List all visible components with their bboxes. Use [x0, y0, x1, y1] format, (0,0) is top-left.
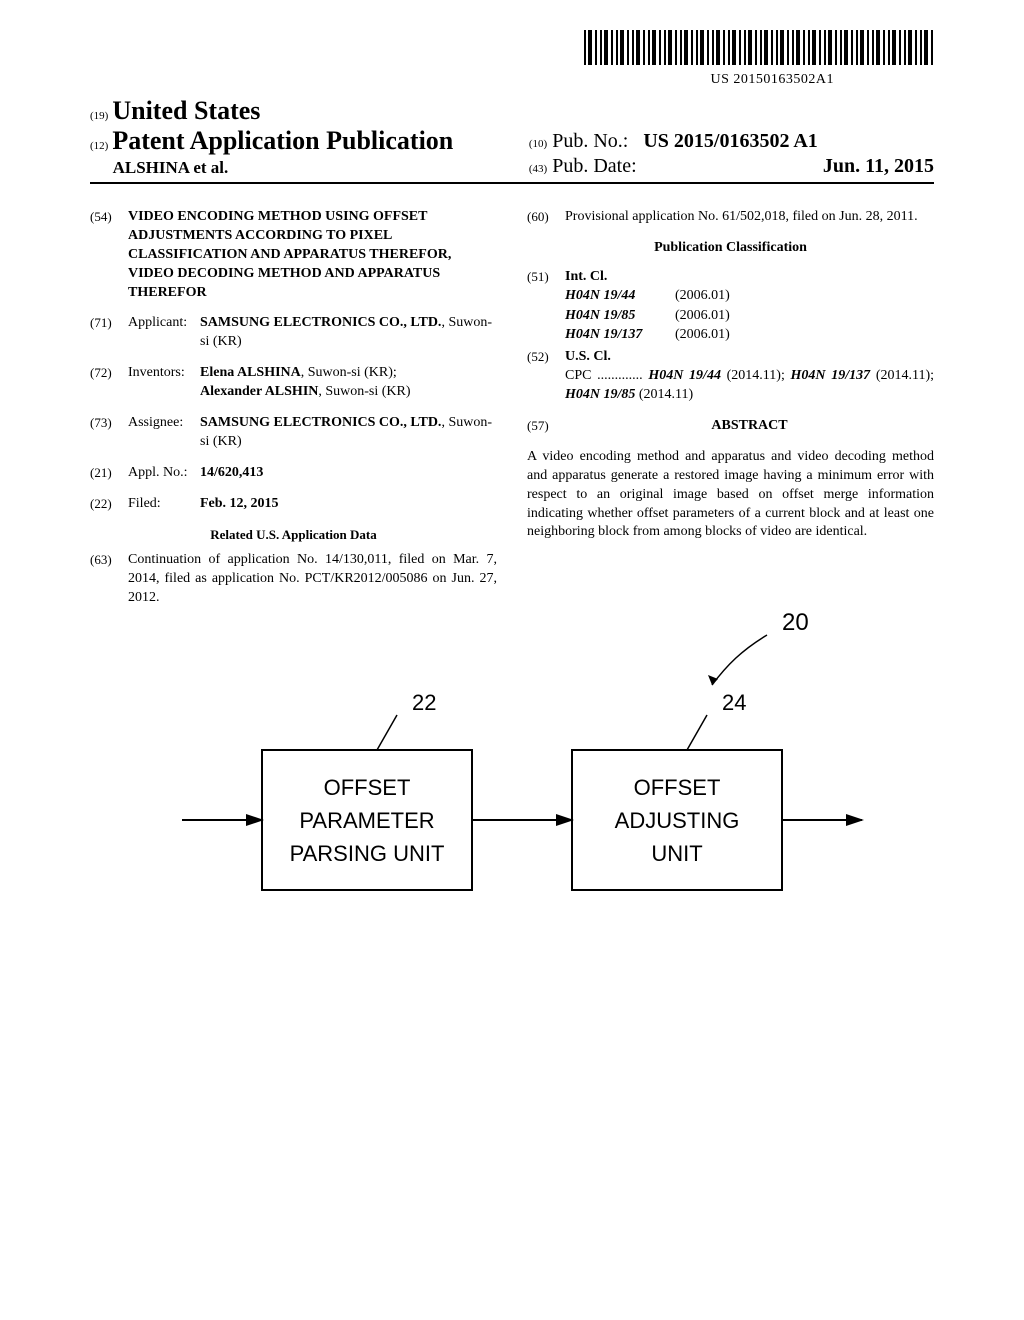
pubtype-inid: (12) — [90, 140, 108, 152]
title-inid: (54) — [90, 208, 128, 302]
pubno-label: Pub. No.: — [552, 130, 628, 152]
country-inid: (19) — [90, 110, 108, 122]
uscl-inid: (52) — [527, 348, 565, 405]
assignee-inid: (73) — [90, 414, 128, 452]
pubdate-label: Pub. Date: — [552, 155, 636, 177]
cpc-prefix: CPC ............. — [565, 368, 643, 383]
pubdate-inid: (43) — [529, 163, 547, 175]
inventor-1-addr: , Suwon-si (KR); — [301, 365, 397, 380]
provisional-inid: (60) — [527, 208, 565, 227]
pubno-value: US 2015/0163502 A1 — [643, 130, 817, 152]
cpc-ver-1: (2014.11); — [721, 368, 791, 383]
assignee-label: Assignee: — [128, 414, 200, 452]
pubdate-value: Jun. 11, 2015 — [823, 155, 934, 178]
figure: OFFSET PARAMETER PARSING UNIT 22 OFFSET ADJUS… — [0, 600, 1024, 1000]
cpc-code-2: H04N 19/137 — [791, 368, 871, 383]
publication-type: Patent Application Publication — [112, 126, 453, 155]
applno-label: Appl. No.: — [128, 464, 200, 483]
inventors-inid: (72) — [90, 364, 128, 402]
country-name: United States — [112, 96, 260, 125]
cpc-code-3: H04N 19/85 — [565, 387, 635, 402]
inventor-1-name: Elena ALSHINA — [200, 365, 301, 380]
applicant-label: Applicant: — [128, 314, 200, 352]
uscl-label: U.S. Cl. — [565, 349, 611, 364]
svg-text:22: 22 — [412, 690, 436, 715]
svg-text:20: 20 — [782, 609, 809, 636]
intcl-inid: (51) — [527, 268, 565, 347]
left-column: (54) VIDEO ENCODING METHOD USING OFFSET … — [90, 208, 497, 620]
svg-text:24: 24 — [722, 690, 746, 715]
barcode-region: US 20150163502A1 — [90, 30, 934, 88]
svg-text:OFFSET: OFFSET — [634, 775, 721, 800]
intcl-code-1: H04N 19/85 — [565, 307, 675, 326]
intcl-ver-1: (2006.01) — [675, 307, 730, 326]
svg-text:UNIT: UNIT — [651, 841, 702, 866]
right-column: (60) Provisional application No. 61/502,… — [527, 208, 934, 620]
invention-title: VIDEO ENCODING METHOD USING OFFSET ADJUS… — [128, 208, 497, 302]
applicant-inid: (71) — [90, 314, 128, 352]
filed-label: Filed: — [128, 495, 200, 514]
applno-value: 14/620,413 — [200, 465, 263, 480]
svg-text:ADJUSTING: ADJUSTING — [615, 808, 740, 833]
barcode-number: US 20150163502A1 — [90, 72, 834, 88]
classification-heading: Publication Classification — [527, 239, 934, 258]
svg-text:OFFSET: OFFSET — [324, 775, 411, 800]
barcode-graphic — [584, 30, 934, 65]
document-header: (19) United States (12) Patent Applicati… — [90, 96, 934, 184]
intcl-code-0: H04N 19/44 — [565, 287, 675, 306]
cpc-code-1: H04N 19/44 — [648, 368, 721, 383]
svg-text:PARAMETER: PARAMETER — [299, 808, 434, 833]
pubno-inid: (10) — [529, 138, 547, 150]
abstract-text: A video encoding method and apparatus an… — [527, 448, 934, 542]
inventor-2-name: Alexander ALSHIN — [200, 384, 318, 399]
svg-text:PARSING UNIT: PARSING UNIT — [290, 841, 445, 866]
filed-value: Feb. 12, 2015 — [200, 496, 279, 511]
intcl-ver-2: (2006.01) — [675, 326, 730, 345]
intcl-code-2: H04N 19/137 — [565, 326, 675, 345]
inventors-label: Inventors: — [128, 364, 200, 402]
cpc-ver-2: (2014.11); — [870, 368, 934, 383]
provisional-text: Provisional application No. 61/502,018, … — [565, 208, 934, 227]
authors: ALSHINA et al. — [113, 158, 229, 177]
related-heading: Related U.S. Application Data — [90, 526, 497, 544]
inventor-2-addr: , Suwon-si (KR) — [318, 384, 410, 399]
cpc-ver-3: (2014.11) — [635, 387, 693, 402]
applicant-name: SAMSUNG ELECTRONICS CO., LTD. — [200, 315, 441, 330]
abstract-label: ABSTRACT — [565, 417, 934, 436]
abstract-inid: (57) — [527, 417, 565, 436]
filed-inid: (22) — [90, 495, 128, 514]
intcl-label: Int. Cl. — [565, 269, 607, 284]
intcl-ver-0: (2006.01) — [675, 287, 730, 306]
applno-inid: (21) — [90, 464, 128, 483]
assignee-name: SAMSUNG ELECTRONICS CO., LTD. — [200, 415, 441, 430]
